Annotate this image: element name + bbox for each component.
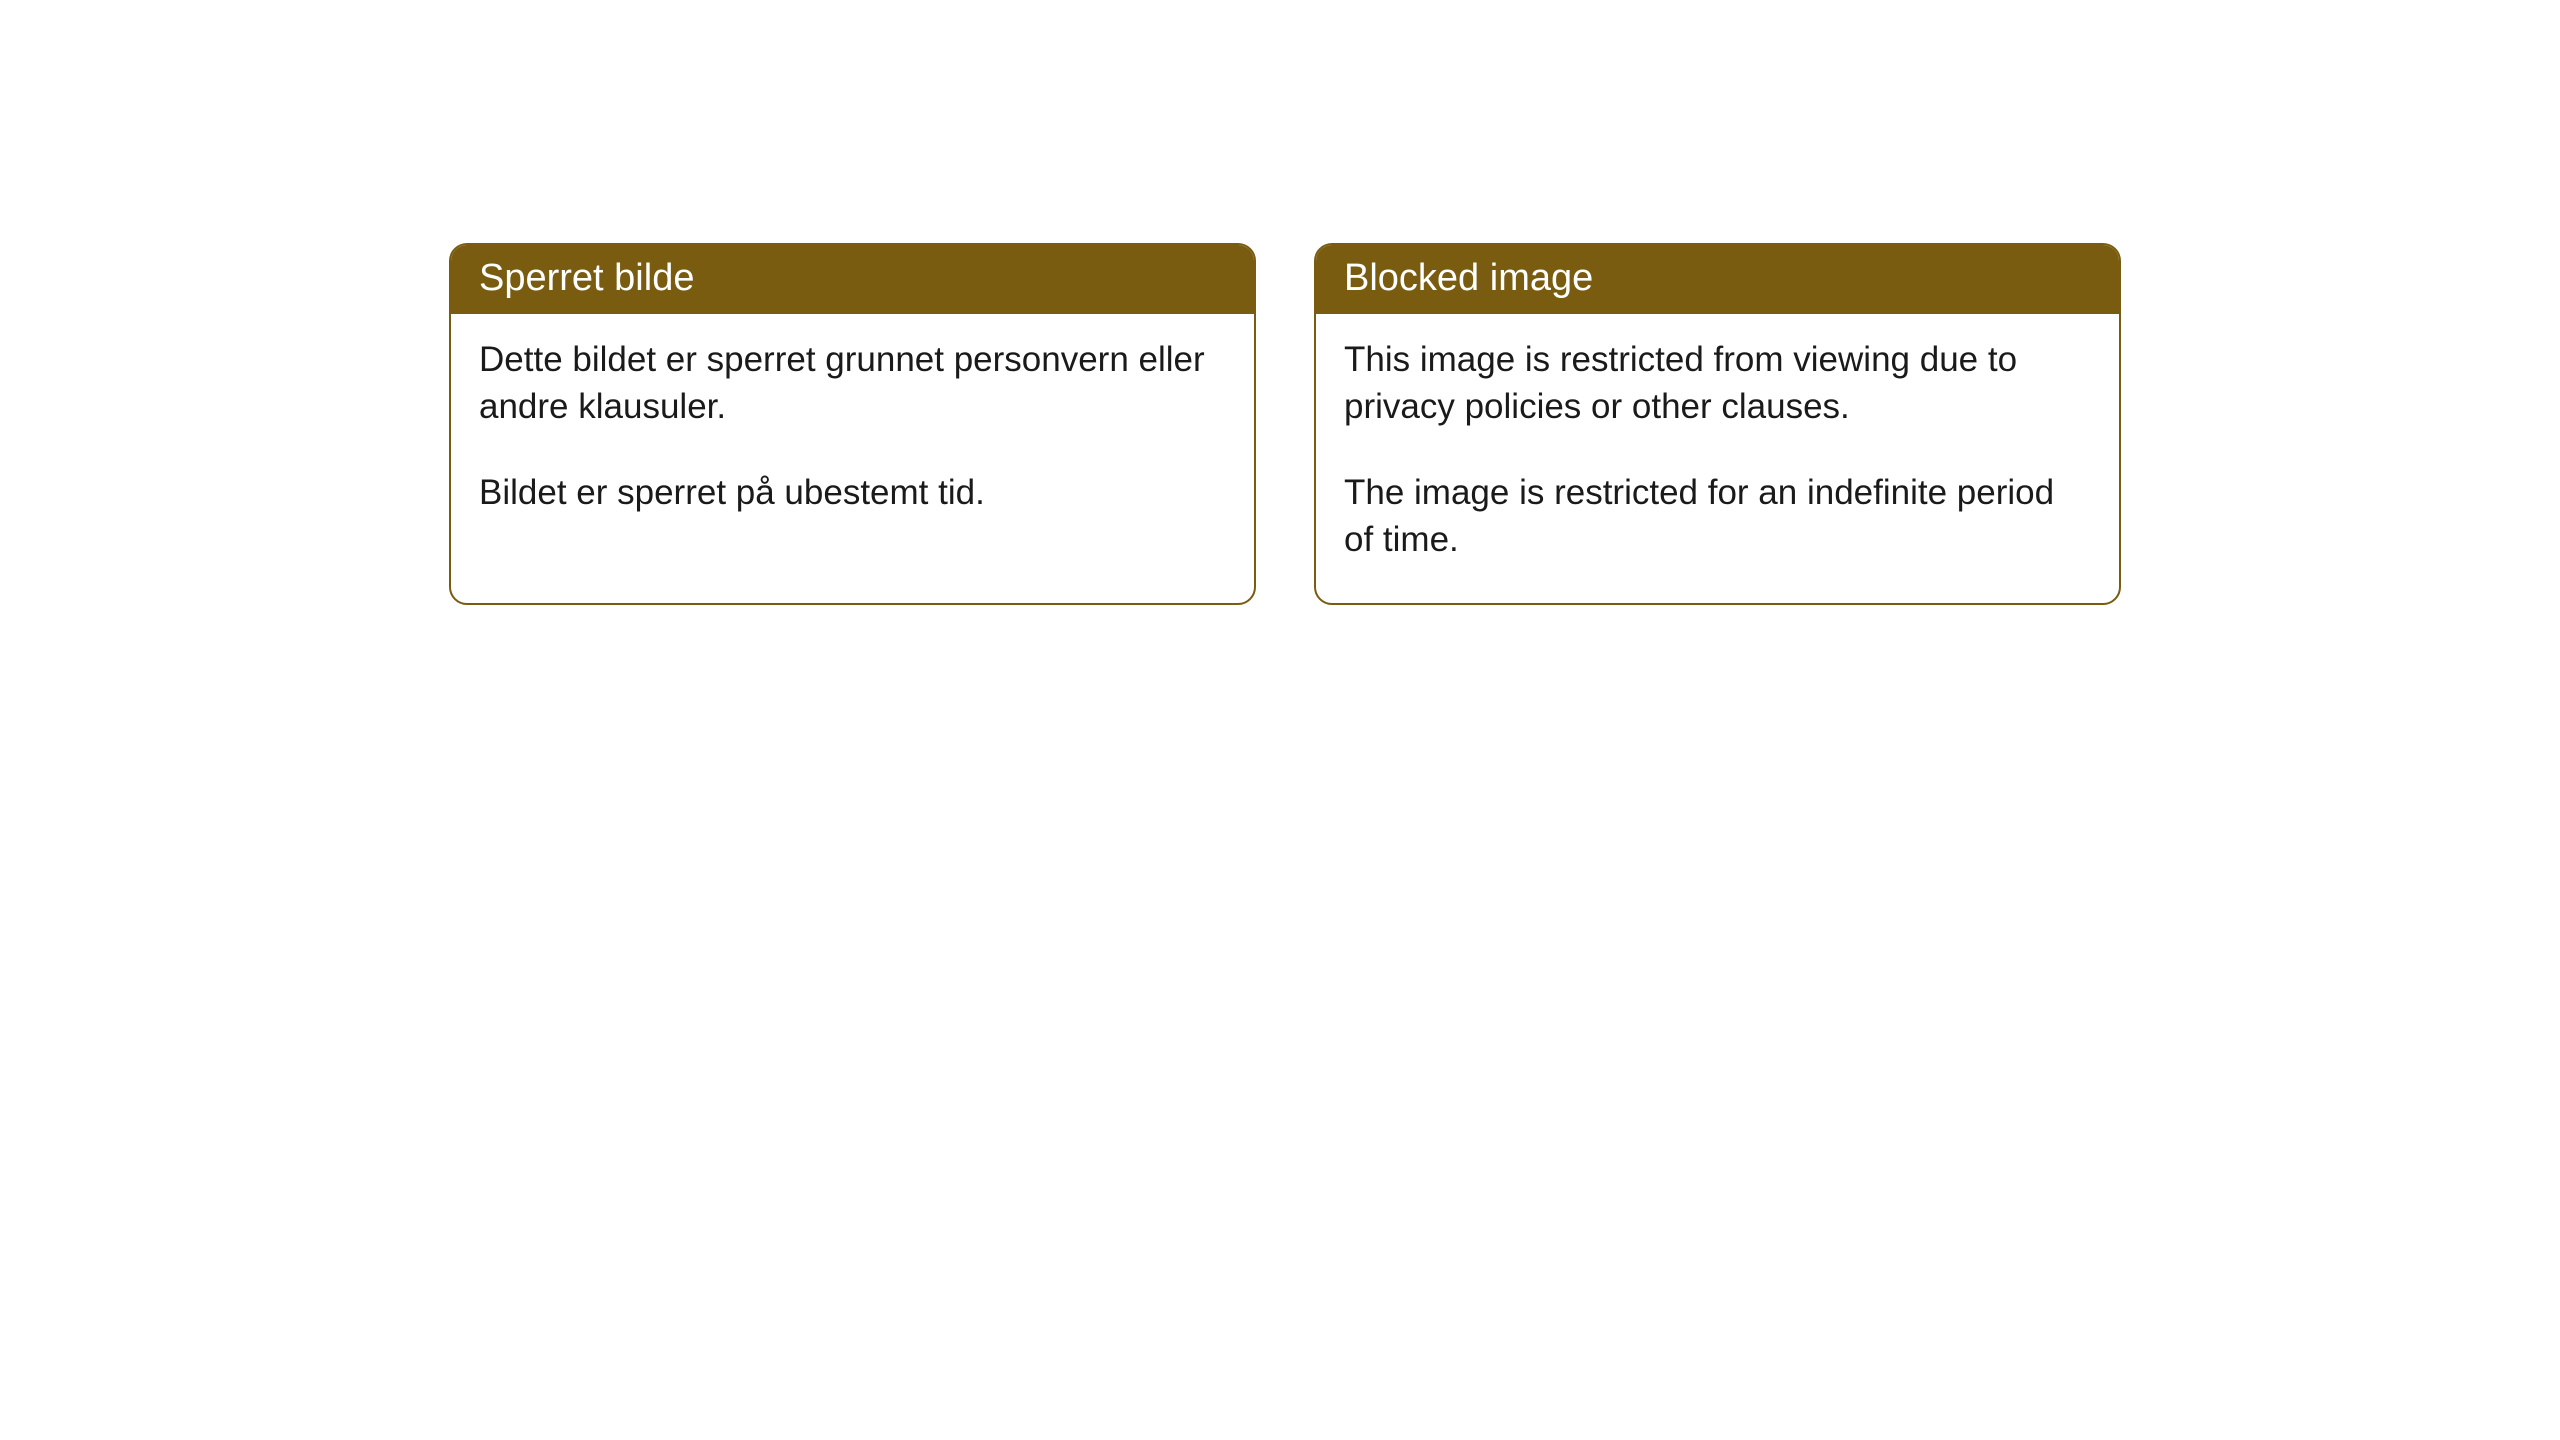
card-title: Blocked image xyxy=(1344,257,1593,299)
notice-card-english: Blocked image This image is restricted f… xyxy=(1314,243,2121,605)
card-header: Sperret bilde xyxy=(451,245,1254,314)
card-body: This image is restricted from viewing du… xyxy=(1316,314,2119,603)
card-paragraph: Dette bildet er sperret grunnet personve… xyxy=(479,336,1226,431)
notice-cards-container: Sperret bilde Dette bildet er sperret gr… xyxy=(449,243,2121,605)
notice-card-norwegian: Sperret bilde Dette bildet er sperret gr… xyxy=(449,243,1256,605)
card-paragraph: Bildet er sperret på ubestemt tid. xyxy=(479,469,1226,516)
card-paragraph: This image is restricted from viewing du… xyxy=(1344,336,2091,431)
card-title: Sperret bilde xyxy=(479,257,694,299)
card-header: Blocked image xyxy=(1316,245,2119,314)
card-body: Dette bildet er sperret grunnet personve… xyxy=(451,314,1254,556)
card-paragraph: The image is restricted for an indefinit… xyxy=(1344,469,2091,564)
